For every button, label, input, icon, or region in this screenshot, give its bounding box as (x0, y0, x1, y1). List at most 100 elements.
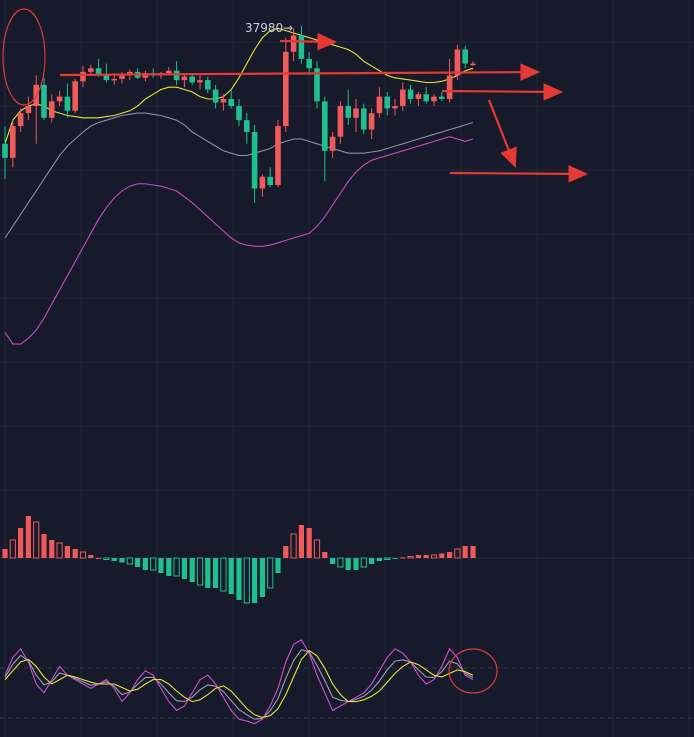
stoch-k-line (4, 639, 474, 725)
candle-body (205, 80, 211, 90)
macd-bar (275, 558, 281, 573)
resistance-arrow-long (59, 63, 541, 81)
candle-body (88, 68, 94, 72)
stoch-d-line (4, 649, 474, 718)
bollinger-bands (4, 27, 474, 345)
macd-bar (259, 558, 265, 597)
candle-body (400, 89, 406, 107)
macd-bar (376, 558, 382, 561)
candle-body (72, 81, 78, 111)
candle-body (314, 68, 320, 102)
macd-bar (236, 558, 242, 600)
macd-bar (298, 525, 304, 558)
support-arrow-right (449, 165, 589, 183)
candle-body (376, 96, 383, 114)
candle-body (298, 35, 305, 59)
macd-bar (64, 546, 70, 558)
candle-body (470, 63, 476, 66)
candle-body (353, 108, 359, 118)
candle-body (56, 96, 63, 102)
macd-bar (439, 553, 445, 558)
candle-body (49, 101, 55, 118)
candle-body (2, 143, 8, 158)
macd-bar (400, 557, 406, 559)
macd-bar (407, 556, 414, 559)
candle-body (212, 89, 219, 103)
macd-bar (228, 558, 234, 594)
down-arrow (487, 99, 517, 169)
macd-bar (345, 558, 351, 570)
candle-body (166, 70, 172, 74)
candle-body (103, 74, 110, 81)
candle-body (10, 126, 16, 158)
candle-body (392, 106, 398, 109)
candle-body (236, 106, 242, 121)
macd-bar (252, 558, 258, 603)
macd-bar (353, 558, 359, 570)
candle-body (462, 49, 468, 64)
candle-body (64, 96, 71, 111)
macd-bar (9, 539, 16, 559)
macd-bar (88, 555, 94, 558)
wick-highlight-circle (2, 8, 46, 106)
macd-bar (111, 558, 117, 561)
candle-body (197, 80, 203, 83)
macd-bar (392, 558, 398, 559)
candle-body (228, 98, 234, 107)
macd-bar (18, 528, 24, 558)
candle-body (244, 120, 250, 132)
macd-bar (126, 557, 133, 565)
candle-body (251, 131, 258, 189)
macd-bar (173, 557, 180, 577)
candle-body (415, 94, 422, 99)
macd-bar (33, 521, 40, 559)
candle-body (439, 96, 445, 99)
macd-bar (447, 552, 453, 558)
candle-body (345, 106, 351, 118)
macd-bar (423, 555, 429, 558)
candle-body (111, 78, 117, 81)
stoch-highlight-circle (448, 648, 498, 694)
macd-bar (267, 557, 274, 589)
macd-bar (454, 548, 461, 559)
macd-bar (337, 557, 344, 568)
candle-body (220, 98, 227, 103)
candle-body (80, 71, 86, 82)
macd-bar (181, 558, 187, 579)
macd-bar (462, 546, 468, 558)
macd-bar (384, 557, 391, 560)
macd-bar (158, 558, 164, 573)
macd-bar (313, 539, 321, 559)
macd-bar (322, 552, 328, 558)
candle-body (275, 126, 281, 185)
annotations (2, 8, 589, 694)
candle-body (41, 84, 47, 118)
candle-body (95, 68, 102, 75)
macd-bar (213, 558, 219, 588)
macd-bar (415, 555, 421, 558)
candle-body (173, 70, 180, 81)
macd-bar (2, 549, 8, 558)
macd-bar (150, 557, 157, 571)
macd-bar (79, 551, 87, 559)
candles (2, 25, 476, 203)
macd-bar (430, 554, 438, 559)
macd-bar (220, 557, 227, 592)
macd-bar (189, 558, 195, 582)
candle-body (119, 75, 125, 79)
macd-bar (56, 542, 63, 559)
candle-body (454, 49, 461, 76)
candle-body (329, 136, 336, 151)
bollinger-upper-line (4, 27, 474, 144)
resistance-arrow-right (441, 83, 564, 101)
macd-bar (196, 557, 204, 586)
candle-body (259, 176, 266, 189)
top-arrow (279, 32, 338, 51)
candle-body (423, 94, 429, 102)
macd-bar (306, 528, 312, 558)
candle-body (407, 89, 414, 99)
macd-bar (142, 558, 148, 570)
macd-bar (49, 540, 55, 558)
candle-body (290, 35, 297, 52)
